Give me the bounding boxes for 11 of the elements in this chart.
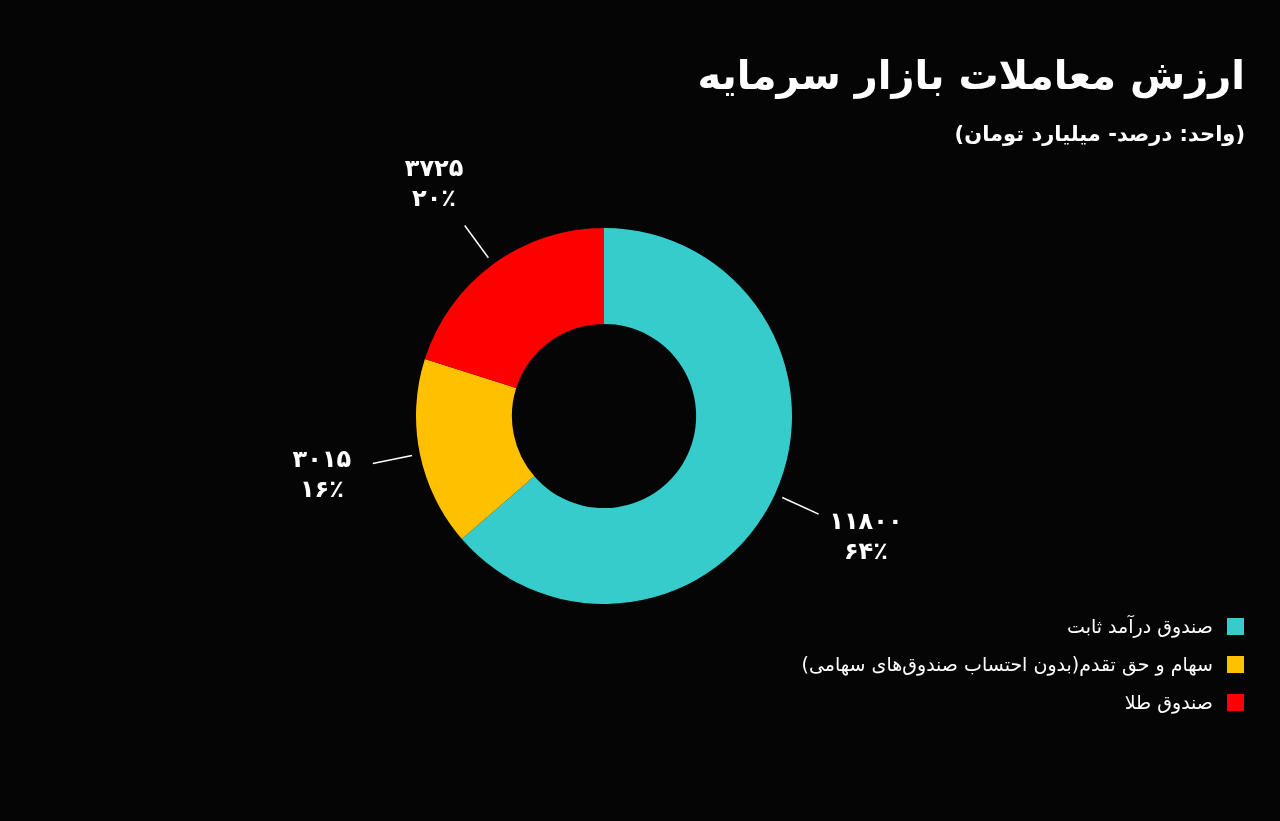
chart-title: ارزش معاملات بازار سرمایه — [697, 52, 1245, 98]
donut-slice — [416, 358, 535, 540]
legend-label: صندوق طلا — [1124, 691, 1213, 713]
data-label: ۳۷۲۵ ۲۰٪ — [404, 153, 464, 214]
data-label: ۳۰۱۵ ۱۶٪ — [292, 443, 352, 504]
legend-label: سهام و حق تقدم(بدون احتساب صندوق‌های سهامی) — [801, 653, 1213, 675]
chart-subtitle: (واحد: درصد- میلیارد تومان) — [954, 122, 1245, 146]
donut-slice — [461, 228, 792, 604]
donut-slice — [424, 228, 604, 389]
legend-label: صندوق درآمد ثابت — [1067, 615, 1213, 637]
data-label: ۱۱۸۰۰ ۶۴٪ — [829, 505, 903, 566]
